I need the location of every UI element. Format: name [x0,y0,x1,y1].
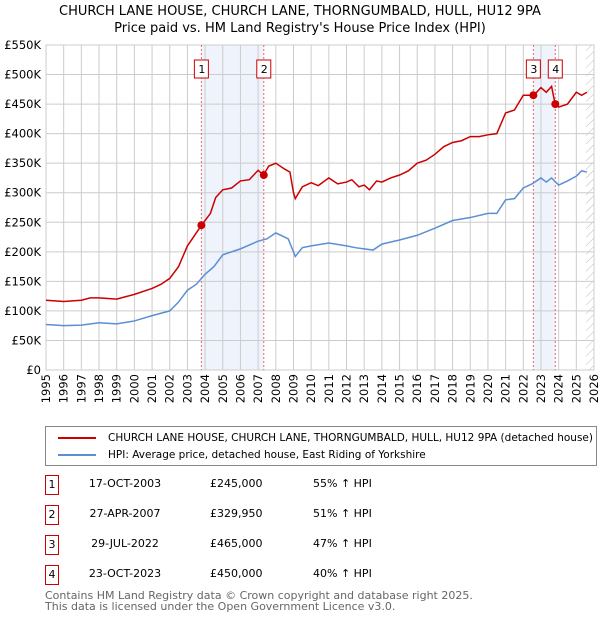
transaction-label: 2 [261,63,268,76]
x-tick-label: 2019 [463,374,477,403]
x-tick-label: 2016 [410,374,424,403]
footer-line-2: This data is licensed under the Open Gov… [45,600,396,613]
y-tick-label: £400K [4,127,41,141]
y-tick-label: £250K [4,215,41,229]
transaction-point [551,100,560,109]
x-tick-label: 2009 [286,374,300,403]
property-series-line [45,84,588,303]
legend-label: CHURCH LANE HOUSE, CHURCH LANE, THORNGUM… [108,432,593,444]
x-tick-label: 2021 [499,374,513,403]
transaction-label: 1 [198,63,205,76]
legend-item-property: CHURCH LANE HOUSE, CHURCH LANE, THORNGUM… [58,431,593,445]
transaction-price: £465,000 [210,537,263,550]
transaction-point [259,171,268,180]
transaction-label: 3 [530,63,537,76]
transaction-date: 29-JUL-2022 [91,537,159,550]
transaction-hpi-diff: 51% ↑ HPI [313,507,372,520]
transaction-label: 4 [552,63,559,76]
transaction-label-box [547,59,563,79]
y-tick-label: £200K [4,245,41,259]
y-tick-label: £150K [4,274,41,288]
transaction-hpi-diff: 40% ↑ HPI [313,567,372,580]
x-tick-label: 2020 [481,374,495,403]
y-tick-label: £300K [4,186,41,200]
y-tick-label: £500K [4,68,41,82]
footer-line-1: Contains HM Land Registry data © Crown c… [45,589,473,602]
plot-border [45,44,595,371]
x-tick-label: 2017 [428,374,442,403]
transaction-date: 23-OCT-2023 [88,567,162,580]
x-tick-label: 2012 [340,374,354,403]
x-tick-label: 2014 [375,374,389,403]
x-tick-label: 2003 [180,374,194,403]
y-tick-label: £450K [4,97,41,111]
transaction-hpi-diff: 47% ↑ HPI [313,537,372,550]
y-tick-label: £100K [4,304,41,318]
x-tick-label: 2001 [145,374,159,403]
x-tick-label: 2024 [552,374,566,403]
legend-swatch-red [58,437,96,439]
plot-area: 1995 1996 1997 1998 1999 2000 2001 2002 2003 2004… [4,38,600,403]
x-tick-label: 2004 [198,374,212,403]
y-tick-label: £350K [4,156,41,170]
legend-item-hpi: HPI: Average price, detached house, East… [58,448,426,462]
y-tick-label: £50K [12,333,42,347]
legend: CHURCH LANE HOUSE, CHURCH LANE, THORNGUM… [45,426,597,466]
x-tick-label: 2006 [233,374,247,403]
shaded-period [533,45,556,370]
x-tick-label: 2007 [251,374,265,403]
x-tick-label: 2005 [216,374,230,403]
x-tick-label: 1998 [92,374,106,403]
x-tick-label: 2002 [163,374,177,403]
x-tick-label: 2013 [357,374,371,403]
transaction-point [197,221,206,230]
transaction-price: £329,950 [210,507,263,520]
x-tick-label: 1996 [57,374,71,403]
transaction-price: £450,000 [210,567,263,580]
transaction-label-box [256,59,272,79]
transaction-number: 4 [45,565,59,585]
transaction-hpi-diff: 55% ↑ HPI [313,477,372,490]
transaction-date: 17-OCT-2003 [88,477,162,490]
shaded-period [201,45,264,370]
transaction-date: 27-APR-2007 [89,507,161,520]
x-tick-label: 2015 [393,374,407,403]
transaction-point [529,91,538,100]
x-tick-label: 2011 [322,374,336,403]
x-tick-label: 2026 [587,374,600,403]
legend-swatch-blue [58,454,96,456]
transaction-number: 1 [45,475,59,495]
x-tick-label: 2008 [269,374,283,403]
x-tick-label: 2025 [569,374,583,403]
hpi-series-line [45,170,588,327]
legend-label: HPI: Average price, detached house, East… [108,449,426,461]
y-tick-label: £550K [4,38,41,52]
transaction-number: 2 [45,505,59,525]
x-tick-label: 1999 [110,374,124,403]
x-tick-label: 2000 [127,374,141,403]
x-tick-label: 2023 [534,374,548,403]
x-tick-label: 2018 [446,374,460,403]
transaction-number: 3 [45,535,59,555]
x-tick-label: 1997 [74,374,88,403]
chart-subtitle: Price paid vs. HM Land Registry's House … [114,21,486,36]
x-tick-label: 2022 [516,374,530,403]
x-tick-label: 1995 [39,374,53,403]
transaction-label-box [193,59,209,79]
y-tick-label: £0 [26,363,41,377]
transaction-price: £245,000 [210,477,263,490]
chart-title: CHURCH LANE HOUSE, CHURCH LANE, THORNGUM… [59,4,541,19]
future-hatch [586,45,594,370]
x-tick-label: 2010 [304,374,318,403]
transaction-label-box [525,59,541,79]
